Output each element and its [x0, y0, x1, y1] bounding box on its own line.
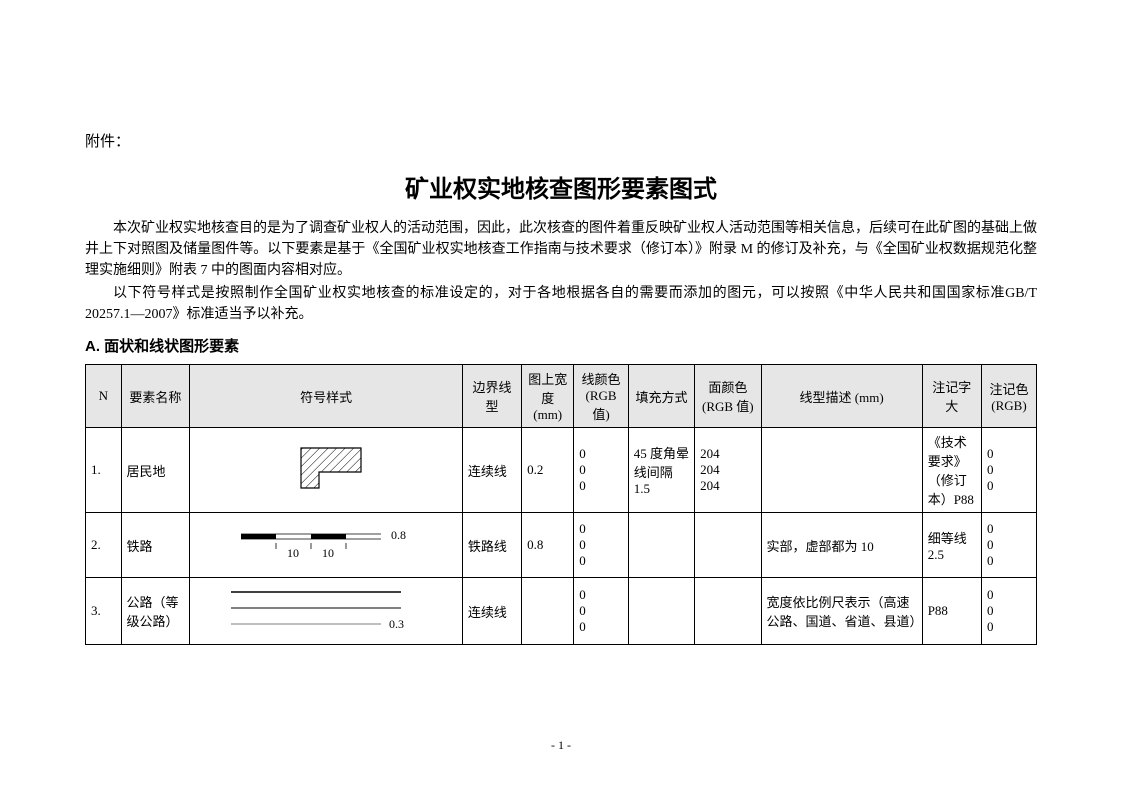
- intro-paragraph-1: 本次矿业权实地核查目的是为了调查矿业权人的活动范围，因此，此次核查的图件着重反映…: [85, 218, 1037, 281]
- table-row: 2.铁路 0.8 10 10 铁路线0.8000实部，虚部都为 10细等线 2.…: [86, 513, 1037, 578]
- svg-text:0.3: 0.3: [389, 617, 404, 631]
- table-row: 1.居民地 连续线0.200045 度角晕线间隔 1.5204204204《技术…: [86, 428, 1037, 513]
- cell-symbol: 0.3: [190, 578, 463, 645]
- cell-fill_style: 45 度角晕线间隔 1.5: [628, 428, 694, 513]
- th-acolor: 面颜色 (RGB 值): [695, 365, 761, 428]
- th-lstyle: 线型描述 (mm): [761, 365, 922, 428]
- svg-text:0.8: 0.8: [391, 528, 406, 542]
- cell-fill_style: [628, 513, 694, 578]
- page-number: - 1 -: [0, 738, 1122, 753]
- cell-note_color: 000: [981, 513, 1036, 578]
- cell-line_color: 000: [574, 578, 629, 645]
- cell-n: 2.: [86, 513, 122, 578]
- th-note: 注记字大: [922, 365, 981, 428]
- attachment-label: 附件：: [85, 130, 1037, 151]
- cell-width: 0.2: [522, 428, 574, 513]
- th-symbol: 符号样式: [190, 365, 463, 428]
- road-symbol-icon: 0.3: [221, 584, 431, 634]
- cell-note_size: 细等线 2.5: [922, 513, 981, 578]
- cell-line_desc: 实部，虚部都为 10: [761, 513, 922, 578]
- th-width: 图上宽度 (mm): [522, 365, 574, 428]
- cell-area_color: [695, 578, 761, 645]
- cell-fill_style: [628, 578, 694, 645]
- main-title: 矿业权实地核查图形要素图式: [85, 169, 1037, 204]
- th-n: N: [86, 365, 122, 428]
- section-header: A. 面状和线状图形要素: [85, 335, 1037, 356]
- rail-symbol-icon: 0.8 10 10: [231, 523, 421, 563]
- cell-name: 居民地: [121, 428, 190, 513]
- cell-area_color: [695, 513, 761, 578]
- cell-border_type: 连续线: [462, 578, 521, 645]
- cell-symbol: [190, 428, 463, 513]
- th-ncolor: 注记色 (RGB): [981, 365, 1036, 428]
- cell-width: 0.8: [522, 513, 574, 578]
- cell-area_color: 204204204: [695, 428, 761, 513]
- cell-name: 公路（等级公路）: [121, 578, 190, 645]
- cell-line_desc: [761, 428, 922, 513]
- cell-line_color: 000: [574, 428, 629, 513]
- cell-note_color: 000: [981, 428, 1036, 513]
- elements-table: N 要素名称 符号样式 边界线型 图上宽度 (mm) 线颜色 (RGB值) 填充…: [85, 364, 1037, 645]
- table-header-row: N 要素名称 符号样式 边界线型 图上宽度 (mm) 线颜色 (RGB值) 填充…: [86, 365, 1037, 428]
- cell-border_type: 铁路线: [462, 513, 521, 578]
- intro-paragraph-2: 以下符号样式是按照制作全国矿业权实地核查的标准设定的，对于各地根据各自的需要而添…: [85, 283, 1037, 325]
- cell-width: [522, 578, 574, 645]
- cell-note_color: 000: [981, 578, 1036, 645]
- table-row: 3.公路（等级公路） 0.3 连续线 000 宽度依比例尺表示（高速公路、国道、省道…: [86, 578, 1037, 645]
- cell-name: 铁路: [121, 513, 190, 578]
- th-name: 要素名称: [121, 365, 190, 428]
- house-symbol-icon: [281, 444, 371, 492]
- cell-n: 3.: [86, 578, 122, 645]
- th-border: 边界线型: [462, 365, 521, 428]
- cell-n: 1.: [86, 428, 122, 513]
- th-lcolor: 线颜色 (RGB值): [574, 365, 629, 428]
- svg-text:10: 10: [322, 546, 334, 560]
- cell-symbol: 0.8 10 10: [190, 513, 463, 578]
- cell-note_size: 《技术要求》（修订本）P88: [922, 428, 981, 513]
- cell-border_type: 连续线: [462, 428, 521, 513]
- svg-text:10: 10: [287, 546, 299, 560]
- cell-note_size: P88: [922, 578, 981, 645]
- cell-line_color: 000: [574, 513, 629, 578]
- cell-line_desc: 宽度依比例尺表示（高速公路、国道、省道、县道）: [761, 578, 922, 645]
- th-fill: 填充方式: [628, 365, 694, 428]
